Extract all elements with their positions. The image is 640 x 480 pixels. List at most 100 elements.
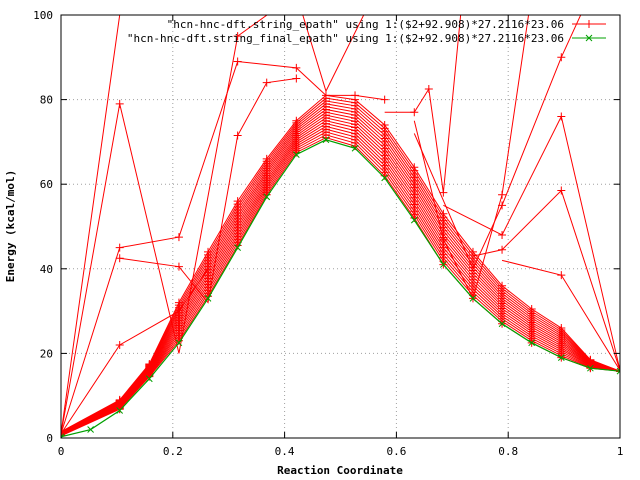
series-string-epath-point — [380, 95, 389, 104]
series-string-epath-point — [586, 355, 595, 364]
series-string-epath-point — [115, 340, 124, 349]
series-string-epath-point — [527, 304, 536, 313]
series-string-epath-point — [498, 201, 507, 210]
legend-label-string-epath: "hcn-hnc-dft.string_epath" using 1:($2+9… — [167, 18, 564, 31]
series-string-epath-point — [498, 230, 507, 239]
series-string-epath-point — [233, 32, 242, 41]
series-string-epath-line — [61, 137, 620, 437]
series-string-epath-point — [439, 188, 448, 197]
series-string-epath-line — [443, 115, 620, 371]
series-string-final-epath-point — [234, 244, 241, 252]
series-string-final-epath-point — [440, 261, 447, 268]
series-string-epath-point — [557, 186, 566, 195]
series-string-final-epath-point — [145, 375, 153, 383]
series-string-final-epath-point — [175, 339, 183, 347]
series-string-epath-point — [115, 254, 124, 263]
y-tick-label: 40 — [40, 263, 53, 276]
plot-area — [61, 15, 620, 438]
series-string-final-epath-point — [528, 339, 536, 347]
series-string-final-epath-point — [469, 295, 477, 302]
series-string-epath-point — [557, 53, 566, 62]
series-string-epath-point — [410, 108, 419, 117]
series-string-epath-point — [145, 359, 154, 368]
legend-marker-string-epath — [585, 20, 593, 28]
series-string-epath-point — [351, 91, 360, 100]
series-string-epath-line — [61, 117, 620, 435]
series-string-epath-point — [557, 324, 566, 333]
series-string-epath-line — [61, 123, 620, 435]
series-string-final-epath-point — [498, 320, 506, 328]
series-string-epath-line — [61, 111, 620, 434]
legend-marker-string-final-epath — [585, 34, 593, 42]
series-string-final-epath-point — [557, 354, 565, 361]
series-string-epath-point — [262, 154, 271, 163]
series-string-epath-point — [498, 190, 507, 199]
series-string-epath-line — [61, 100, 620, 433]
series-string-epath-point — [292, 63, 301, 72]
series-string-final-epath-line — [61, 139, 620, 438]
series-string-epath-point — [233, 57, 242, 66]
series-string-final-epath-point — [87, 426, 94, 433]
series-string-final-epath-point — [292, 151, 300, 158]
y-tick-label: 20 — [40, 347, 53, 360]
y-tick-label: 0 — [46, 432, 53, 445]
axis-ticks: 0 0.2 0.4 0.6 0.8 1 0 20 40 60 80 100 — [33, 9, 623, 458]
series-string-epath-point — [468, 247, 477, 256]
series-string-epath-line — [61, 15, 121, 434]
series-string-epath-point — [115, 395, 124, 404]
series-string-epath-point — [115, 99, 124, 108]
x-tick-label: 0.2 — [163, 445, 183, 458]
y-tick-label: 60 — [40, 178, 53, 191]
series-string-final-epath-point — [61, 433, 65, 438]
series-string-epath-point — [174, 298, 183, 307]
series-string-final-epath-point — [204, 295, 212, 302]
x-tick-label: 0.8 — [498, 445, 518, 458]
series-string-epath-line — [61, 15, 268, 434]
series-string-epath-point — [557, 112, 566, 121]
gridlines — [61, 15, 620, 438]
x-tick-label: 0 — [58, 445, 65, 458]
plot-frame — [60, 14, 621, 439]
y-tick-label: 100 — [33, 9, 53, 22]
series-string-epath-point — [439, 209, 448, 218]
series-string-epath-point — [498, 245, 507, 254]
series-string-epath-point — [233, 197, 242, 206]
y-tick-label: 80 — [40, 94, 53, 107]
legend: "hcn-hnc-dft.string_epath" using 1:($2+9… — [127, 18, 606, 45]
series-string-epath-line — [61, 60, 385, 434]
series-string-final-epath-point — [587, 364, 594, 372]
series-string-epath-point — [557, 271, 566, 280]
series-string-epath-point — [204, 247, 213, 256]
series-string-epath-point — [498, 281, 507, 290]
x-tick-label: 0.4 — [275, 445, 295, 458]
series-string-epath-point — [115, 243, 124, 252]
x-axis-label: Reaction Coordinate — [277, 464, 403, 477]
x-tick-label: 0.6 — [386, 445, 406, 458]
series-string-final-epath-point — [351, 144, 359, 152]
series-string-epath-point — [233, 131, 242, 140]
series-string-epath-line — [472, 189, 620, 371]
series-string-epath-point — [262, 78, 271, 87]
series-string-final-epath-point — [116, 407, 124, 414]
series-string-epath-line — [61, 125, 620, 436]
series-string-epath-point — [292, 74, 301, 83]
legend-sample-string-final-epath — [572, 34, 606, 42]
series-string-epath-point — [439, 235, 448, 244]
series-string-epath-point — [292, 116, 301, 125]
series-string-epath-point — [174, 233, 183, 242]
series-string-epath-line — [61, 108, 620, 434]
series-string-epath-line — [119, 77, 297, 304]
series-string-final-epath-point — [616, 367, 620, 375]
series-string-epath-point — [61, 427, 65, 436]
series-string-final-epath-point — [410, 216, 418, 224]
legend-sample-string-epath — [572, 20, 606, 28]
series-string-epath-line — [61, 114, 620, 435]
x-tick-label: 1 — [617, 445, 624, 458]
series-string-epath-line — [61, 134, 620, 437]
y-axis-label: Energy (kcal/mol) — [4, 170, 17, 283]
series-string-epath-line — [61, 128, 620, 436]
series-string-final-epath-point — [322, 136, 330, 144]
series-string-epath-point — [380, 120, 389, 129]
series-string-final-epath-point — [263, 193, 271, 201]
